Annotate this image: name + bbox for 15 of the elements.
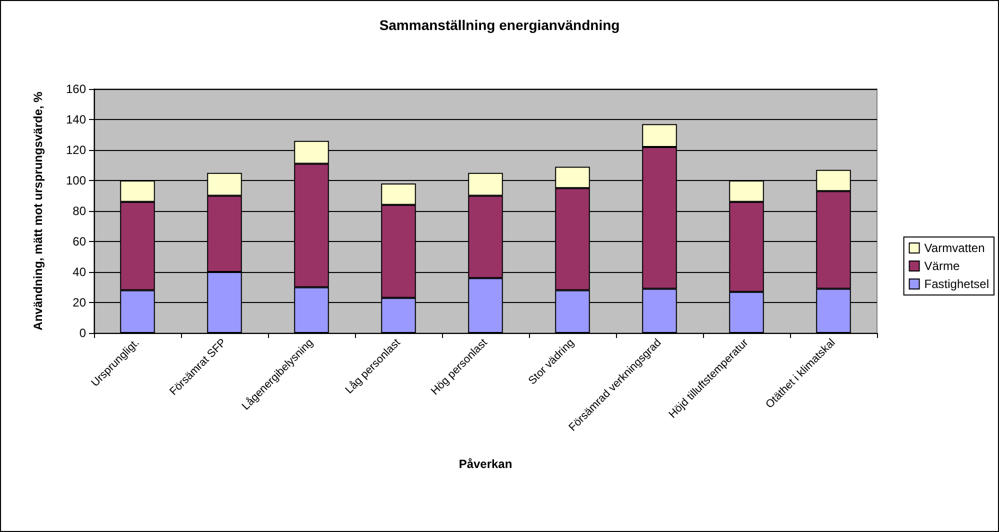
y-tick-label: 140 <box>66 112 86 126</box>
legend-label: Fastighetsel <box>924 277 990 291</box>
y-tick-label: 160 <box>66 82 86 96</box>
y-tick-label: 0 <box>79 326 86 340</box>
legend-label: Värme <box>924 259 960 273</box>
y-tick-label: 60 <box>72 234 86 248</box>
y-tick-label: 20 <box>72 296 86 310</box>
legend-label: Varmvatten <box>924 241 985 255</box>
y-tick-label: 100 <box>66 174 86 188</box>
chart-title: Sammanställning energianvändning <box>379 17 620 33</box>
y-tick-label: 80 <box>72 204 86 218</box>
y-tick-label: 120 <box>66 143 86 157</box>
y-tick-label: 40 <box>72 265 86 279</box>
x-axis-title: Påverkan <box>458 457 512 471</box>
y-axis-title: Användning, mätt mot ursprungsvärde, % <box>31 91 45 330</box>
